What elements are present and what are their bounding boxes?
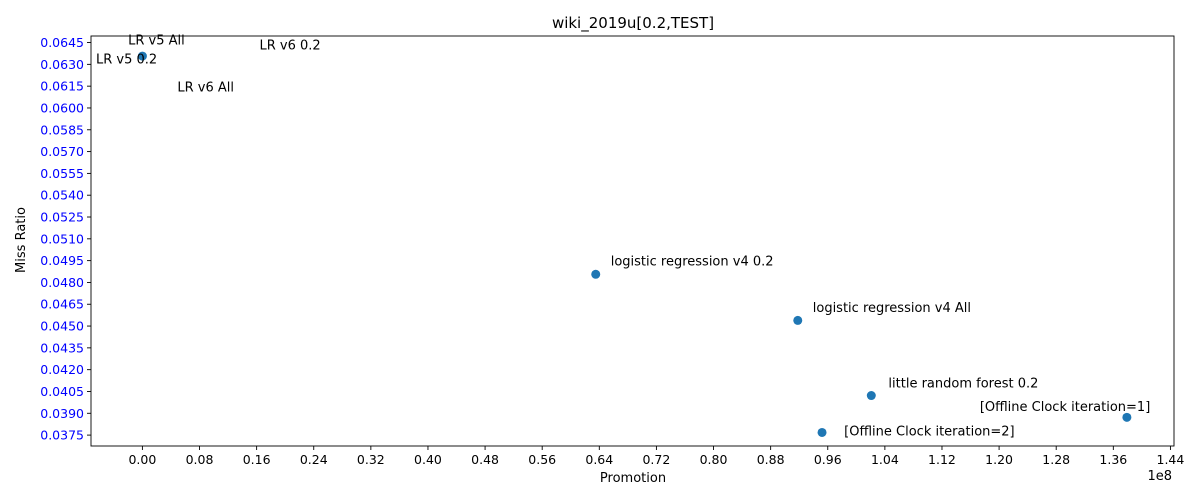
x-tick-label: 1.04 (871, 452, 899, 467)
x-tick-label: 0.16 (243, 452, 271, 467)
y-tick-label: 0.0555 (40, 166, 84, 181)
point-annotation: LR v6 All (177, 81, 234, 96)
point-annotation: LR v5 All (128, 33, 185, 48)
x-tick-label: 0.80 (700, 452, 728, 467)
x-tick-label: 0.88 (757, 452, 785, 467)
y-tick-label: 0.0630 (40, 57, 84, 72)
x-tick-label: 0.48 (471, 452, 499, 467)
data-point (591, 269, 601, 279)
data-point (793, 315, 803, 325)
point-annotation: [Offline Clock iteration=2] (844, 425, 1014, 440)
chart-title: wiki_2019u[0.2,TEST] (552, 14, 714, 33)
x-tick-label: 0.00 (128, 452, 156, 467)
x-axis-title: Promotion (600, 471, 666, 486)
y-tick-label: 0.0495 (40, 253, 84, 268)
y-tick-label: 0.0435 (40, 340, 84, 355)
x-tick-label: 0.40 (414, 452, 442, 467)
data-point (817, 427, 827, 437)
y-tick-label: 0.0510 (40, 231, 84, 246)
plot-area: 0.00 0.08 0.16 0.24 0.32 0.40 0.48 0.56 0.64 0.72… (40, 33, 1184, 467)
x-tick-label: 1.20 (985, 452, 1013, 467)
y-tick-label: 0.0585 (40, 122, 84, 137)
y-tick-label: 0.0420 (40, 362, 84, 377)
data-point (137, 51, 147, 61)
x-axis-offset-label: 1e8 (1147, 469, 1172, 484)
y-axis-title: Miss Ratio (14, 207, 29, 273)
x-tick-label: 1.28 (1042, 452, 1070, 467)
y-tick-label: 0.0450 (40, 319, 84, 334)
x-tick-label: 1.12 (928, 452, 956, 467)
x-tick-label: 0.72 (642, 452, 670, 467)
x-tick-label: 0.32 (357, 452, 385, 467)
plot-frame (90, 35, 1175, 447)
y-tick-label: 0.0390 (40, 406, 84, 421)
y-tick-label: 0.0645 (40, 35, 84, 50)
x-tick-label: 1.44 (1157, 452, 1185, 467)
data-point (866, 391, 876, 401)
x-tick-label: 0.96 (814, 452, 842, 467)
x-tick-label: 0.08 (186, 452, 214, 467)
y-tick-label: 0.0465 (40, 297, 84, 312)
point-annotation: LR v6 0.2 (259, 39, 320, 54)
x-tick-label: 0.24 (300, 452, 328, 467)
y-tick-label: 0.0615 (40, 79, 84, 94)
point-annotation: little random forest 0.2 (888, 377, 1038, 392)
x-tick-label: 0.56 (528, 452, 556, 467)
data-point (1122, 412, 1132, 422)
point-annotation: logistic regression v4 0.2 (611, 255, 774, 270)
y-tick-label: 0.0540 (40, 188, 84, 203)
y-tick-label: 0.0405 (40, 384, 84, 399)
y-tick-label: 0.0600 (40, 100, 84, 115)
x-tick-label: 1.36 (1099, 452, 1127, 467)
point-annotation: logistic regression v4 All (813, 301, 971, 316)
point-annotation: LR v5 0.2 (96, 53, 157, 68)
y-tick-label: 0.0525 (40, 210, 84, 225)
y-tick-label: 0.0480 (40, 275, 84, 290)
x-tick-label: 0.64 (585, 452, 613, 467)
point-annotation: [Offline Clock iteration=1] (980, 400, 1150, 415)
y-tick-label: 0.0570 (40, 144, 84, 159)
y-tick-label: 0.0375 (40, 428, 84, 443)
